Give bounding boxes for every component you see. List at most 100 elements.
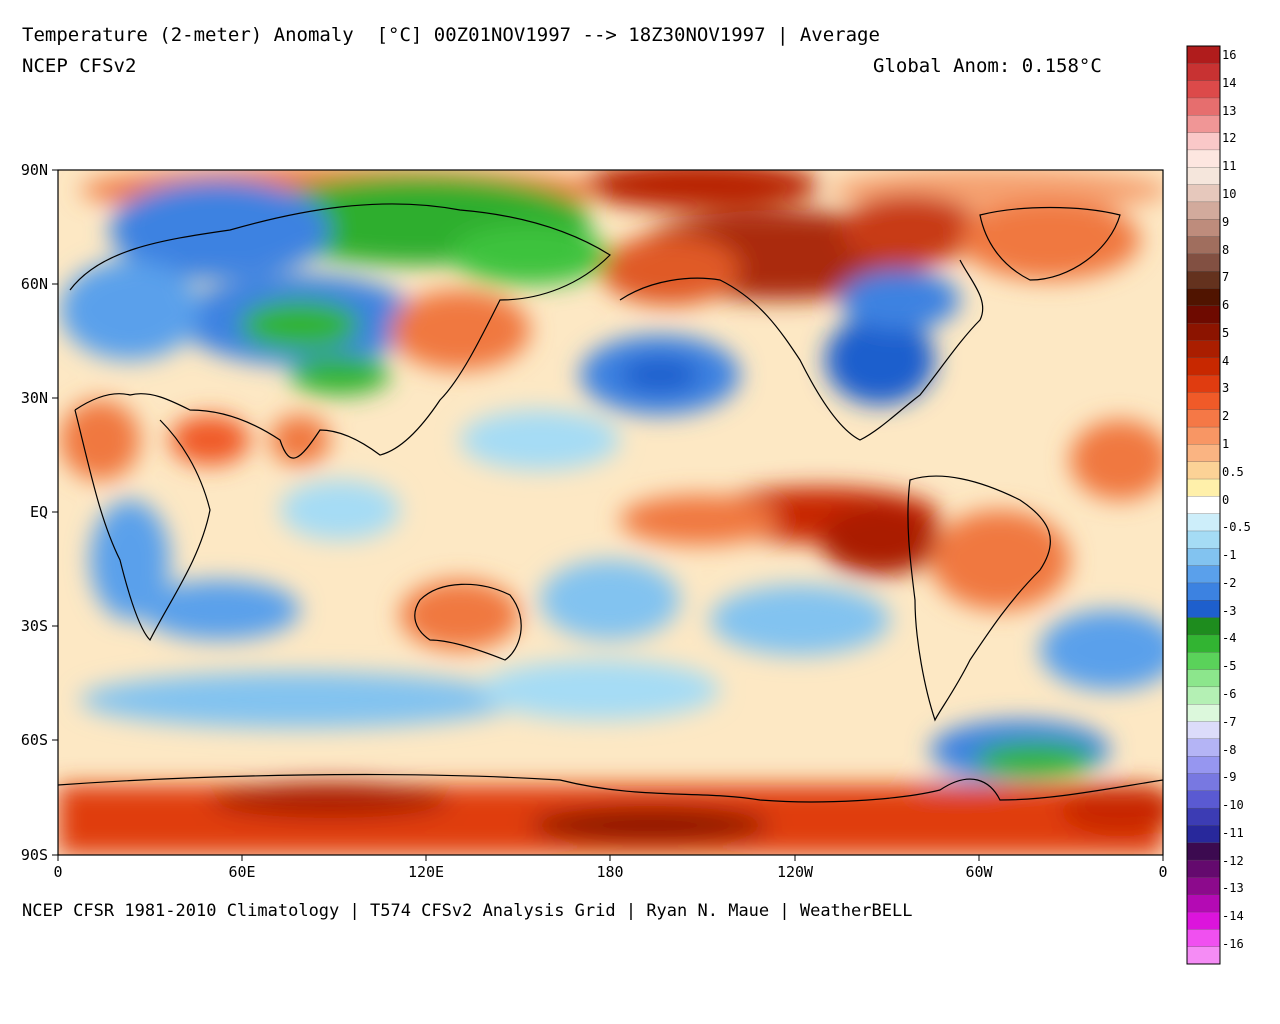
axis-ticks bbox=[52, 169, 1164, 861]
colorbar-tick-label: -14 bbox=[1222, 909, 1244, 924]
chart-title: Temperature (2-meter) Anomaly [°C] 00Z01… bbox=[22, 24, 880, 46]
colorbar-tick-label: 13 bbox=[1222, 103, 1237, 118]
lat-tick-label: 60N bbox=[20, 275, 48, 293]
colorbar-swatch bbox=[1186, 253, 1221, 272]
colorbar-tick-label: 4 bbox=[1222, 353, 1230, 368]
colorbar-swatch bbox=[1186, 669, 1221, 688]
lon-tick-label: 60W bbox=[965, 863, 993, 881]
lon-tick-label: 120W bbox=[776, 863, 814, 881]
colorbar-swatch bbox=[1186, 530, 1221, 549]
colorbar-swatch bbox=[1186, 686, 1221, 705]
colorbar-swatch bbox=[1186, 877, 1221, 896]
colorbar-tick-label: -8 bbox=[1222, 742, 1237, 757]
colorbar-swatch bbox=[1186, 617, 1221, 636]
colorbar-tick-label: 0 bbox=[1222, 492, 1230, 507]
lat-tick-label: 30S bbox=[20, 617, 48, 635]
colorbar-tick-label: 11 bbox=[1222, 159, 1237, 174]
lat-tick-label: 60S bbox=[20, 731, 48, 749]
colorbar-tick-label: 14 bbox=[1222, 75, 1237, 90]
colorbar-tick-label: -12 bbox=[1222, 853, 1244, 868]
colorbar-tick-label: -3 bbox=[1222, 603, 1237, 618]
colorbar-swatch bbox=[1186, 773, 1221, 792]
lat-tick-label: EQ bbox=[29, 503, 48, 521]
colorbar-swatch bbox=[1186, 496, 1221, 515]
colorbar-swatch bbox=[1186, 738, 1221, 757]
anomaly-field bbox=[58, 170, 1163, 855]
colorbar-tick-label: 0.5 bbox=[1222, 464, 1244, 479]
colorbar-swatch bbox=[1186, 582, 1221, 601]
colorbar-swatch bbox=[1186, 478, 1221, 497]
colorbar-swatch bbox=[1186, 201, 1221, 220]
colorbar-swatch bbox=[1186, 825, 1221, 844]
colorbar-tick-label: 12 bbox=[1222, 131, 1237, 146]
colorbar-swatch bbox=[1186, 184, 1221, 203]
colorbar-tick-label: 3 bbox=[1222, 381, 1230, 396]
colorbar-swatch bbox=[1186, 929, 1221, 948]
colorbar-tick-label: 7 bbox=[1222, 270, 1230, 285]
colorbar-tick-label: -11 bbox=[1222, 825, 1244, 840]
colorbar-swatch bbox=[1186, 132, 1221, 151]
colorbar-swatch bbox=[1186, 63, 1221, 82]
colorbar-swatch bbox=[1186, 721, 1221, 740]
colorbar-tick-label: -6 bbox=[1222, 687, 1237, 701]
colorbar-swatch bbox=[1186, 790, 1221, 809]
colorbar-swatch bbox=[1186, 894, 1221, 913]
colorbar-swatch bbox=[1186, 115, 1221, 134]
colorbar-tick-label: -4 bbox=[1222, 631, 1237, 646]
colorbar-swatch bbox=[1186, 946, 1221, 965]
lat-tick-label: 30N bbox=[20, 389, 48, 407]
lat-tick-label: 90N bbox=[20, 161, 48, 179]
colorbar-swatch bbox=[1186, 340, 1221, 359]
credits-footer: NCEP CFSR 1981-2010 Climatology | T574 C… bbox=[22, 901, 913, 921]
lon-tick-label: 180 bbox=[596, 863, 624, 881]
colorbar-swatch bbox=[1186, 911, 1221, 930]
colorbar-swatch bbox=[1186, 704, 1221, 722]
colorbar-swatch bbox=[1186, 167, 1221, 186]
colorbar-tick-label: 10 bbox=[1222, 186, 1237, 201]
colorbar-tick-label: -10 bbox=[1222, 798, 1244, 813]
lat-tick-label: 90S bbox=[20, 846, 48, 864]
global-anomaly-label: Global Anom: 0.158°C bbox=[873, 55, 1102, 77]
colorbar-swatch bbox=[1186, 357, 1221, 376]
colorbar-swatch bbox=[1186, 374, 1221, 393]
colorbar-tick-label: 5 bbox=[1222, 325, 1230, 340]
colorbar-swatch bbox=[1186, 600, 1221, 619]
colorbar-tick-label: -1 bbox=[1222, 548, 1237, 563]
colorbar-tick-label: 8 bbox=[1222, 242, 1230, 257]
colorbar-tick-label: -16 bbox=[1222, 937, 1244, 951]
colorbar-swatch bbox=[1186, 634, 1221, 653]
colorbar-frame bbox=[1186, 45, 1221, 965]
model-label: NCEP CFSv2 bbox=[22, 55, 137, 77]
colorbar-swatch bbox=[1186, 288, 1221, 307]
coastlines bbox=[58, 203, 1163, 803]
colorbar-swatch bbox=[1186, 652, 1221, 670]
colorbar-swatch bbox=[1186, 444, 1221, 463]
colorbar-swatch bbox=[1186, 149, 1221, 168]
colorbar-swatch bbox=[1186, 409, 1221, 428]
colorbar-tick-label: -5 bbox=[1222, 659, 1237, 674]
colorbar-swatch bbox=[1186, 45, 1221, 64]
colorbar-swatch bbox=[1186, 548, 1221, 567]
colorbar-swatch bbox=[1186, 80, 1221, 99]
colorbar-swatch bbox=[1186, 392, 1221, 411]
colorbar-swatch bbox=[1186, 426, 1221, 445]
colorbar-tick-label: -2 bbox=[1222, 575, 1237, 590]
colorbar-swatch bbox=[1186, 513, 1221, 532]
colorbar-tick-label: -0.5 bbox=[1222, 520, 1251, 535]
colorbar-tick-label: -9 bbox=[1222, 770, 1237, 785]
colorbar-swatch bbox=[1186, 236, 1221, 255]
colorbar-swatch bbox=[1186, 271, 1221, 289]
lon-tick-label: 0 bbox=[1158, 863, 1168, 881]
colorbar-tick-label: -13 bbox=[1222, 881, 1244, 896]
lon-tick-label: 0 bbox=[53, 863, 63, 881]
colorbar-tick-label: 1 bbox=[1222, 436, 1230, 451]
colorbar-swatch bbox=[1186, 756, 1221, 774]
lon-tick-label: 120E bbox=[407, 863, 445, 881]
colorbar-swatch bbox=[1186, 461, 1221, 480]
colorbar-swatch bbox=[1186, 842, 1221, 861]
lon-tick-label: 60E bbox=[228, 863, 256, 881]
colorbar-swatch bbox=[1186, 322, 1221, 341]
colorbar-tick-label: -7 bbox=[1222, 714, 1237, 729]
colorbar-tick-label: 2 bbox=[1222, 409, 1230, 424]
